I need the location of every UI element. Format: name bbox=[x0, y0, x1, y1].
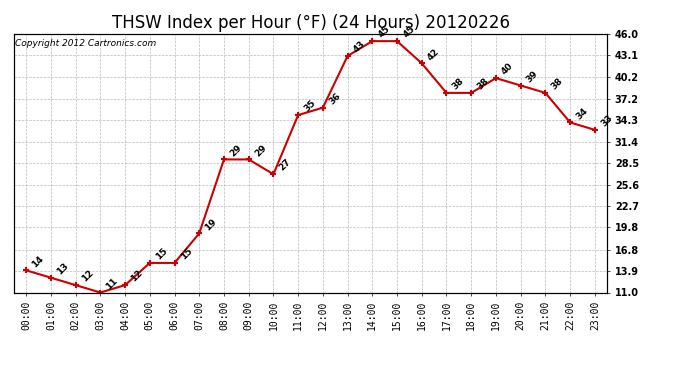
Text: 15: 15 bbox=[154, 246, 169, 261]
Text: 27: 27 bbox=[277, 158, 293, 173]
Text: 40: 40 bbox=[500, 62, 515, 77]
Title: THSW Index per Hour (°F) (24 Hours) 20120226: THSW Index per Hour (°F) (24 Hours) 2012… bbox=[112, 14, 509, 32]
Text: 12: 12 bbox=[129, 268, 144, 284]
Text: 19: 19 bbox=[204, 217, 219, 232]
Text: 45: 45 bbox=[377, 24, 392, 40]
Text: 38: 38 bbox=[549, 76, 564, 92]
Text: 12: 12 bbox=[80, 268, 95, 284]
Text: 14: 14 bbox=[30, 254, 46, 269]
Text: 29: 29 bbox=[228, 143, 244, 158]
Text: 35: 35 bbox=[302, 99, 317, 114]
Text: 38: 38 bbox=[475, 76, 491, 92]
Text: 36: 36 bbox=[327, 91, 342, 106]
Text: 11: 11 bbox=[104, 276, 119, 291]
Text: Copyright 2012 Cartronics.com: Copyright 2012 Cartronics.com bbox=[15, 39, 156, 48]
Text: 33: 33 bbox=[599, 113, 614, 129]
Text: 39: 39 bbox=[525, 69, 540, 84]
Text: 38: 38 bbox=[451, 76, 466, 92]
Text: 13: 13 bbox=[55, 261, 70, 276]
Text: 15: 15 bbox=[179, 246, 194, 261]
Text: 34: 34 bbox=[574, 106, 589, 121]
Text: 45: 45 bbox=[401, 24, 417, 40]
Text: 42: 42 bbox=[426, 46, 441, 62]
Text: 43: 43 bbox=[352, 39, 367, 54]
Text: 29: 29 bbox=[253, 143, 268, 158]
